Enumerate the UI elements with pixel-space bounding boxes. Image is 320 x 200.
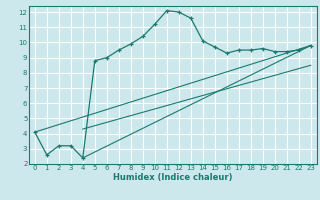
X-axis label: Humidex (Indice chaleur): Humidex (Indice chaleur) (113, 173, 233, 182)
